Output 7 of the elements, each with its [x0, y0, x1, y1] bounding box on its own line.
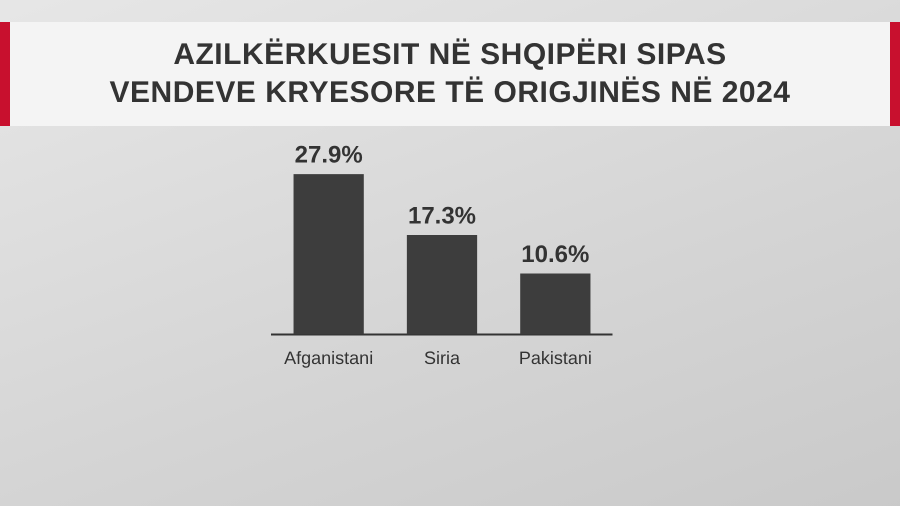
chart-title: AZILKËRKUESIT NË SHQIPËRI SIPAS VENDEVE KRYESORE TË ORIGJINËS NË 2024 — [108, 37, 792, 111]
data-label: 27.9% — [294, 142, 363, 169]
x-tick-label: Siria — [424, 348, 461, 368]
data-label: 10.6% — [521, 241, 590, 268]
x-tick-label: Afganistani — [284, 348, 374, 368]
data-label: 17.3% — [408, 202, 476, 230]
x-tick-label: Pakistani — [518, 348, 592, 368]
